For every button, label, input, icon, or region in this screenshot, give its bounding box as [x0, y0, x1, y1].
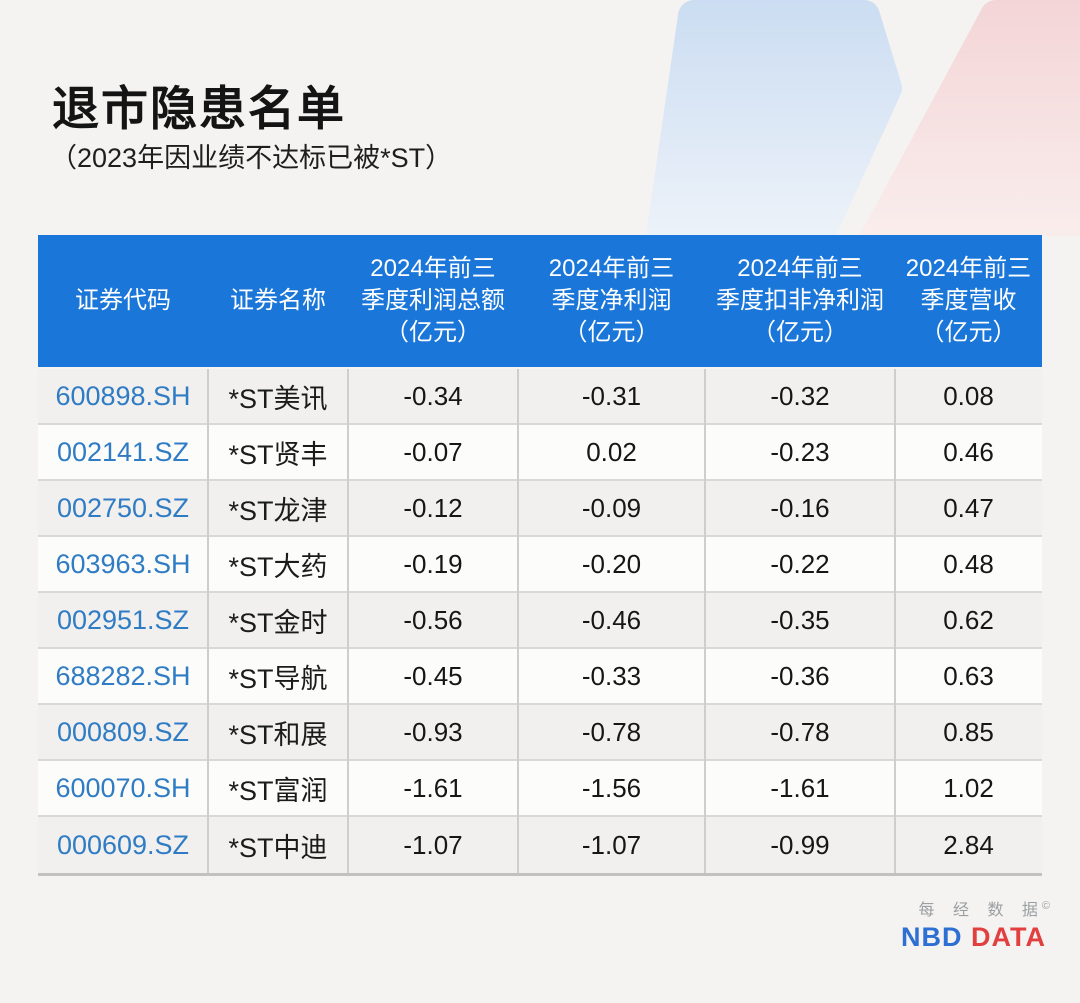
- stock-name-cell: *ST龙津: [228, 495, 328, 526]
- table-row: 688282.SH *ST导航 -0.45 -0.33 -0.36 0.63: [38, 649, 1042, 705]
- revenue-cell: 0.08: [943, 380, 994, 411]
- revenue-cell: 0.63: [943, 660, 994, 691]
- deducted-net-profit-cell: -0.36: [770, 660, 830, 691]
- profit-total-cell: -0.45: [403, 660, 463, 691]
- stock-name-cell: *ST和展: [228, 719, 328, 750]
- copyright-icon: ©: [1041, 899, 1050, 912]
- net-profit-cell: -0.78: [581, 716, 642, 747]
- stock-code-cell: 600898.SH: [55, 380, 191, 411]
- revenue-cell: 0.85: [943, 716, 994, 747]
- profit-total-cell: -0.93: [403, 716, 463, 747]
- brand-data-text: DATA: [971, 922, 1046, 952]
- brand-cn-text: 每 经 数 据: [918, 902, 1045, 919]
- column-header-stock-code: 证券代码: [75, 287, 171, 314]
- table-row: 002750.SZ *ST龙津 -0.12 -0.09 -0.16 0.47: [38, 481, 1042, 537]
- revenue-cell: 2.84: [943, 829, 994, 860]
- table-header-row: 证券代码 证券名称 2024年前三 季度利润总额 （亿元） 2024年前三 季度…: [38, 235, 1042, 367]
- brand-logo-chinese: 每 经 数 据©: [901, 896, 1050, 920]
- net-profit-cell: -1.56: [581, 772, 642, 803]
- stock-name-cell: *ST美讯: [228, 383, 328, 414]
- brand-logo: 每 经 数 据© NBD DATA: [901, 896, 1050, 953]
- stock-code-cell: 603963.SH: [55, 548, 191, 579]
- stock-code-cell: 002951.SZ: [56, 604, 190, 635]
- stock-name-cell: *ST中迪: [228, 832, 328, 863]
- net-profit-cell: -0.20: [581, 548, 642, 579]
- deducted-net-profit-cell: -0.22: [770, 548, 830, 579]
- net-profit-cell: -0.31: [581, 380, 642, 411]
- deducted-net-profit-cell: -0.23: [770, 436, 830, 467]
- red-logo-stroke-shape: [859, 0, 1080, 236]
- stock-name-cell: *ST金时: [228, 607, 328, 638]
- table-row: 600070.SH *ST富润 -1.61 -1.56 -1.61 1.02: [38, 761, 1042, 817]
- revenue-cell: 0.48: [943, 548, 994, 579]
- net-profit-cell: -0.09: [581, 492, 642, 523]
- net-profit-cell: -0.33: [581, 660, 642, 691]
- stock-code-cell: 600070.SH: [55, 772, 191, 803]
- revenue-cell: 0.46: [943, 436, 994, 467]
- stock-name-cell: *ST导航: [228, 663, 328, 694]
- net-profit-cell: -0.46: [581, 604, 642, 635]
- stock-code-cell: 002750.SZ: [56, 492, 190, 523]
- net-profit-cell: -1.07: [581, 829, 642, 860]
- stock-name-cell: *ST大药: [228, 551, 328, 582]
- column-header-stock-name: 证券名称: [230, 287, 326, 314]
- brand-nbd-text: NBD: [901, 922, 963, 952]
- delisting-risk-table: 证券代码 证券名称 2024年前三 季度利润总额 （亿元） 2024年前三 季度…: [38, 235, 1042, 876]
- stock-name-cell: *ST贤丰: [228, 439, 328, 470]
- page-subtitle: （2023年因业绩不达标已被*ST）: [50, 143, 453, 173]
- stock-code-cell: 000609.SZ: [56, 829, 190, 860]
- stock-code-cell: 000809.SZ: [56, 716, 190, 747]
- deducted-net-profit-cell: -0.99: [770, 829, 830, 860]
- column-header-profit-total: 2024年前三 季度利润总额 （亿元）: [361, 255, 505, 346]
- stock-name-cell: *ST富润: [228, 775, 328, 806]
- revenue-cell: 0.47: [943, 492, 994, 523]
- table-row: 000809.SZ *ST和展 -0.93 -0.78 -0.78 0.85: [38, 705, 1042, 761]
- stock-code-cell: 002141.SZ: [56, 436, 190, 467]
- decorative-brand-shapes: [645, 0, 1080, 236]
- profit-total-cell: -0.34: [403, 380, 463, 411]
- revenue-cell: 0.62: [943, 604, 994, 635]
- profit-total-cell: -1.61: [403, 772, 463, 803]
- table-row: 002951.SZ *ST金时 -0.56 -0.46 -0.35 0.62: [38, 593, 1042, 649]
- table-row: 600898.SH *ST美讯 -0.34 -0.31 -0.32 0.08: [38, 369, 1042, 425]
- profit-total-cell: -0.56: [403, 604, 463, 635]
- stock-code-cell: 688282.SH: [55, 660, 191, 691]
- net-profit-cell: 0.02: [586, 436, 637, 467]
- deducted-net-profit-cell: -0.35: [770, 604, 830, 635]
- column-header-net-profit: 2024年前三 季度净利润 （亿元）: [548, 255, 675, 346]
- table-rows-list: 600898.SH *ST美讯 -0.34 -0.31 -0.32 0.08 0…: [38, 369, 1042, 873]
- profit-total-cell: -0.19: [403, 548, 463, 579]
- deducted-net-profit-cell: -1.61: [770, 772, 830, 803]
- profit-total-cell: -0.07: [403, 436, 463, 467]
- column-header-deducted-net-profit: 2024年前三 季度扣非净利润 （亿元）: [716, 255, 884, 346]
- blue-logo-stroke-shape: [645, 0, 902, 236]
- table-row: 603963.SH *ST大药 -0.19 -0.20 -0.22 0.48: [38, 537, 1042, 593]
- profit-total-cell: -0.12: [403, 492, 463, 523]
- table-body: 600898.SH *ST美讯 -0.34 -0.31 -0.32 0.08 0…: [38, 369, 1042, 876]
- revenue-cell: 1.02: [943, 772, 994, 803]
- deducted-net-profit-cell: -0.16: [770, 492, 830, 523]
- page-title: 退市隐患名单: [52, 82, 346, 135]
- deducted-net-profit-cell: -0.78: [770, 716, 830, 747]
- brand-logo-english: NBD DATA: [901, 922, 1046, 953]
- profit-total-cell: -1.07: [403, 829, 463, 860]
- table-row: 000609.SZ *ST中迪 -1.07 -1.07 -0.99 2.84: [38, 817, 1042, 873]
- table-row: 002141.SZ *ST贤丰 -0.07 0.02 -0.23 0.46: [38, 425, 1042, 481]
- deducted-net-profit-cell: -0.32: [770, 380, 830, 411]
- column-header-revenue: 2024年前三 季度营收 （亿元）: [905, 255, 1032, 346]
